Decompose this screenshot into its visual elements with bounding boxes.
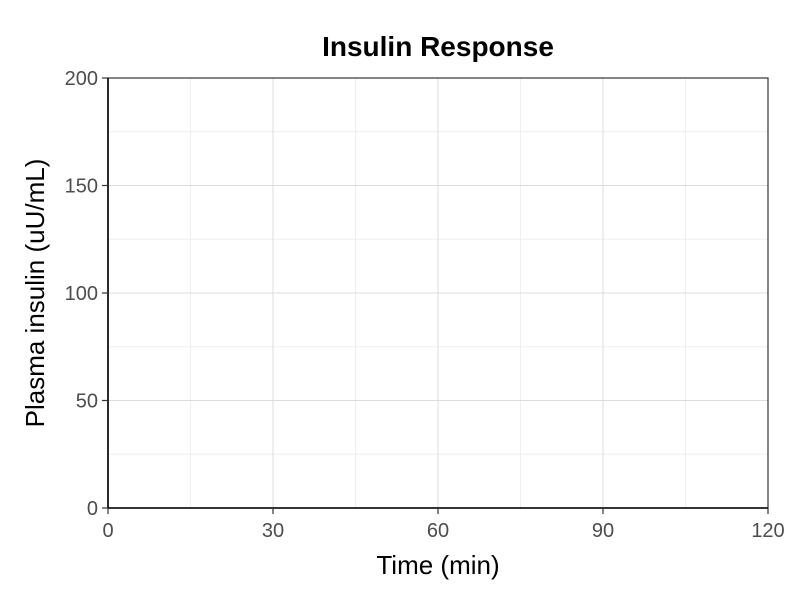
x-tick-label: 60: [427, 520, 449, 542]
y-tick-label: 100: [65, 283, 98, 305]
x-tick-label: 30: [262, 520, 284, 542]
y-tick-label: 0: [87, 498, 98, 520]
y-tick-label: 50: [76, 391, 98, 413]
y-tick-label: 150: [65, 176, 98, 198]
x-axis-title: Time (min): [376, 550, 499, 580]
x-tick-label: 120: [751, 520, 784, 542]
y-axis-title: Plasma insulin (uU/mL): [20, 159, 50, 428]
x-tick-label: 90: [592, 520, 614, 542]
x-axis-ticks: 0 30 60 90 120: [102, 508, 785, 542]
x-tick-label: 0: [102, 520, 113, 542]
chart-title: Insulin Response: [322, 31, 554, 62]
major-gridlines: [107, 77, 769, 509]
plot-area: [107, 77, 769, 509]
y-axis-ticks: 0 50 100 150 200: [65, 68, 108, 520]
y-tick-label: 200: [65, 68, 98, 90]
